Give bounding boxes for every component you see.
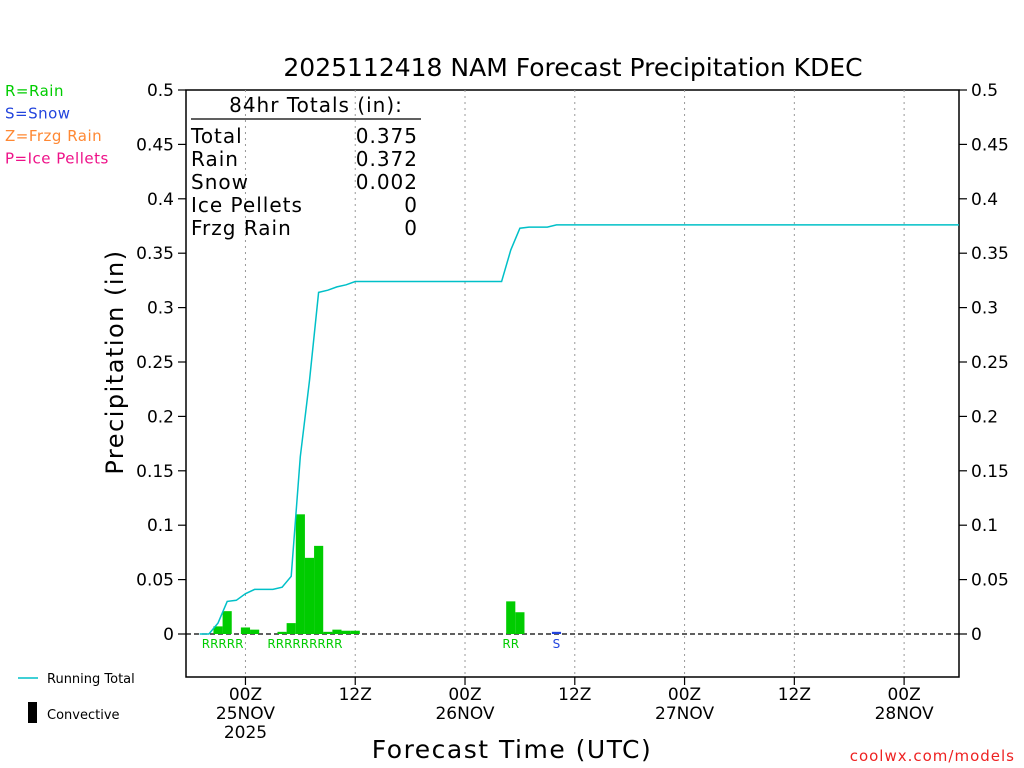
x-tick-label: 28NOV xyxy=(875,704,934,724)
precip-bars xyxy=(213,514,562,634)
x-tick-label: 00Z xyxy=(448,685,481,705)
y-tick-label-right: 0.25 xyxy=(971,353,1009,373)
precip-bar-10 xyxy=(332,629,342,634)
totals-value-3: 0 xyxy=(404,193,418,217)
x-tick-label: 27NOV xyxy=(655,704,714,724)
type-label-1: RRRRRRRRR xyxy=(267,637,342,651)
precip-bar-6 xyxy=(295,514,305,634)
y-tick-label-right: 0.5 xyxy=(971,81,998,101)
precip-bar-7 xyxy=(304,557,315,634)
series-legend-label-0: Running Total xyxy=(47,672,135,687)
type-label-3: S xyxy=(553,637,561,651)
precip-bar-14 xyxy=(515,612,525,634)
totals-box: 84hr Totals (in): Total 0.375 Rain 0.372 Sno… xyxy=(190,93,421,240)
y-tick-label-left: 0.4 xyxy=(147,190,174,210)
series-legend-label-1: Convective xyxy=(47,708,120,723)
legend-entry-1: S=Snow xyxy=(5,105,71,123)
x-tick-label: 00Z xyxy=(229,685,262,705)
totals-label-0: Total xyxy=(190,124,243,148)
y-axis-left: 0 0.05 0.1 0.15 0.2 0.25 0.3 0.35 0.4 0.45 0.5 xyxy=(136,81,186,645)
type-label-0: RRRRR xyxy=(202,637,244,651)
y-tick-label-right: 0.05 xyxy=(971,571,1009,591)
x-tick-label: 12Z xyxy=(339,685,372,705)
y-tick-label-left: 0 xyxy=(163,625,174,645)
legend-entry-3: P=Ice Pellets xyxy=(5,150,109,168)
credit-text: coolwx.com/models xyxy=(850,747,1015,765)
plot-frame xyxy=(185,89,960,678)
y-tick-label-left: 0.1 xyxy=(147,516,174,536)
legend-entry-2: Z=Frzg Rain xyxy=(5,127,102,145)
precip-bar-2 xyxy=(240,627,251,634)
x-tick-label: 12Z xyxy=(778,685,811,705)
precip-type-labels: RRRRR RRRRRRRRR RR S xyxy=(202,637,561,651)
precip-bar-0 xyxy=(213,626,223,634)
precip-bar-1 xyxy=(222,611,232,634)
y-tick-label-right: 0 xyxy=(971,625,982,645)
y-tick-label-right: 0.35 xyxy=(971,244,1009,264)
y-tick-label-left: 0.2 xyxy=(147,407,174,427)
precip-bar-15 xyxy=(551,631,562,634)
y-tick-label-left: 0.3 xyxy=(147,299,174,319)
x-tick-label: 2025 xyxy=(224,723,267,743)
totals-rows: Total 0.375 Rain 0.372 Snow 0.002 Ice Pellets 0… xyxy=(190,124,418,240)
precip-bar-5 xyxy=(286,623,296,634)
x-tick-label: 00Z xyxy=(887,685,920,705)
y-tick-label-right: 0.2 xyxy=(971,407,998,427)
y-tick-label-left: 0.35 xyxy=(136,244,174,264)
y-tick-label-right: 0.3 xyxy=(971,299,998,319)
precip-type-legend: R=Rain S=Snow Z=Frzg Rain P=Ice Pellets xyxy=(5,82,109,168)
x-axis-title: Forecast Time (UTC) xyxy=(372,735,652,764)
y-tick-label-right: 0.15 xyxy=(971,462,1009,482)
x-tick-label: 25NOV xyxy=(216,704,275,724)
precip-bar-9 xyxy=(323,631,333,634)
series-legend-swatch-1 xyxy=(28,702,37,723)
running-total-line xyxy=(199,224,959,635)
precip-bar-4 xyxy=(277,631,287,634)
totals-label-1: Rain xyxy=(191,147,239,171)
y-tick-label-left: 0.5 xyxy=(147,81,174,101)
precip-bar-13 xyxy=(506,601,516,634)
totals-value-1: 0.372 xyxy=(356,147,418,171)
x-tick-label: 26NOV xyxy=(435,704,494,724)
totals-label-3: Ice Pellets xyxy=(191,193,303,217)
y-tick-label-right: 0.45 xyxy=(971,135,1009,155)
totals-label-4: Frzg Rain xyxy=(191,216,292,240)
x-tick-label: 00Z xyxy=(668,685,701,705)
type-label-2: RR xyxy=(502,637,519,651)
y-tick-label-right: 0.1 xyxy=(971,516,998,536)
precip-bar-11 xyxy=(341,630,351,634)
chart-title: 2025112418 NAM Forecast Precipitation KD… xyxy=(283,53,862,82)
totals-label-2: Snow xyxy=(191,170,249,194)
totals-value-2: 0.002 xyxy=(356,170,418,194)
totals-header: 84hr Totals (in): xyxy=(229,93,403,117)
y-tick-label-left: 0.45 xyxy=(136,135,174,155)
y-tick-label-left: 0.25 xyxy=(136,353,174,373)
precip-bar-3 xyxy=(250,629,260,634)
y-axis-title: Precipitation (in) xyxy=(101,249,129,474)
gridlines xyxy=(244,90,905,677)
totals-value-4: 0 xyxy=(404,216,418,240)
totals-value-0: 0.375 xyxy=(356,124,418,148)
y-tick-label-left: 0.05 xyxy=(136,571,174,591)
legend-entry-0: R=Rain xyxy=(5,82,64,100)
y-axis-right: 0 0.05 0.1 0.15 0.2 0.25 0.3 0.35 0.4 0.45 0.5 xyxy=(959,81,1009,645)
series-legend: Running Total Convective xyxy=(18,672,135,723)
precip-bar-12 xyxy=(350,630,360,634)
y-tick-label-left: 0.15 xyxy=(136,462,174,482)
precip-bar-8 xyxy=(314,545,324,634)
x-tick-label: 12Z xyxy=(558,685,591,705)
y-tick-label-right: 0.4 xyxy=(971,190,998,210)
